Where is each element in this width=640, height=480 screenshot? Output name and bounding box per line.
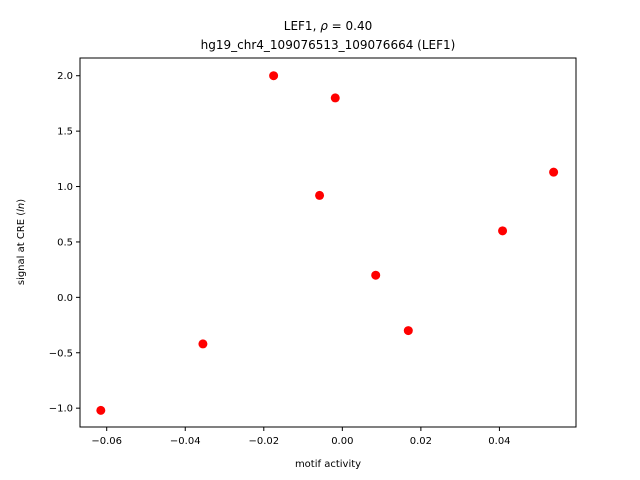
data-point-8 — [498, 226, 508, 236]
data-point-1 — [96, 405, 106, 415]
chart-title-line1: LEF1, ρ = 0.40 — [284, 19, 372, 33]
y-tick-label: 1.0 — [57, 182, 73, 193]
y-tick-label: −1.0 — [49, 404, 73, 415]
x-axis-ticks: −0.06 −0.04 −0.02 0.00 0.02 0.04 — [91, 427, 511, 447]
x-tick-label: −0.06 — [91, 436, 122, 447]
x-tick-label: 0.04 — [488, 436, 510, 447]
y-tick-label: 2.0 — [57, 71, 73, 82]
chart-title-line2: hg19_chr4_109076513_109076664 (LEF1) — [201, 38, 456, 52]
data-point-6 — [371, 270, 381, 280]
y-tick-label: −0.5 — [49, 348, 73, 359]
data-point-9 — [549, 167, 559, 177]
x-tick-label: 0.00 — [331, 436, 353, 447]
data-point-3 — [269, 71, 279, 81]
x-axis-label: motif activity — [295, 459, 361, 470]
x-tick-label: −0.02 — [248, 436, 279, 447]
data-point-5 — [330, 93, 340, 103]
data-point-7 — [403, 326, 413, 336]
data-point-2 — [198, 339, 208, 349]
y-axis-label: signal at CRE (ln) — [16, 199, 27, 285]
y-tick-label: 0.5 — [57, 237, 73, 248]
y-tick-label: 0.0 — [57, 293, 73, 304]
x-tick-label: 0.02 — [410, 436, 432, 447]
x-tick-label: −0.04 — [170, 436, 201, 447]
plot-area-frame — [79, 57, 577, 428]
data-point-4 — [315, 190, 325, 200]
points-layer — [96, 71, 559, 415]
y-tick-label: 1.5 — [57, 127, 73, 138]
y-axis-ticks: −1.0 −0.5 0.0 0.5 1.0 1.5 2.0 — [49, 71, 80, 415]
